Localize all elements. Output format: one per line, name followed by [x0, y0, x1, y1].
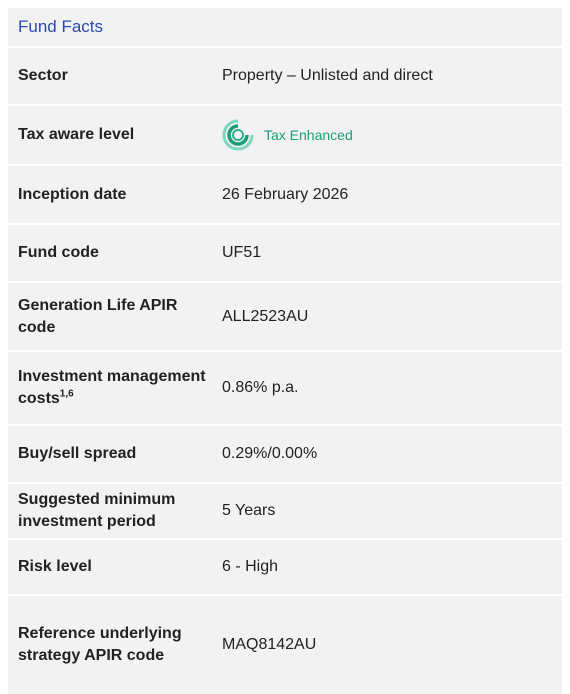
- row-value: 5 Years: [222, 500, 562, 522]
- value-text: ALL2523AU: [222, 307, 309, 325]
- row-label: Tax aware level: [8, 124, 222, 146]
- row-value: UF51: [222, 242, 562, 264]
- value-text: 0.86% p.a.: [222, 379, 299, 396]
- label-text: Risk level: [18, 558, 92, 575]
- table-row: Generation Life APIR code ALL2523AU: [8, 283, 562, 352]
- fund-facts: Fund Facts Sector Property – Unlisted and…: [8, 8, 562, 694]
- row-label: Investment management costs1,6: [8, 366, 222, 410]
- icon-arc: [227, 124, 249, 146]
- value-text: 6 - High: [222, 558, 279, 575]
- label-superscript: 1,6: [59, 388, 74, 400]
- row-value: 6 - High: [222, 556, 562, 578]
- table-row: Tax aware level Tax Enhanced: [8, 106, 562, 166]
- table-row: Sector Property – Unlisted and direct: [8, 48, 562, 106]
- label-text: Reference underlying strategy APIR code: [18, 625, 182, 664]
- label-text: Buy/sell spread: [18, 445, 137, 462]
- table-row: Reference underlying strategy APIR code M…: [8, 596, 562, 694]
- value-text: Property – Unlisted and direct: [222, 67, 433, 84]
- table-row: Buy/sell spread 0.29%/0.00%: [8, 426, 562, 484]
- row-label: Generation Life APIR code: [8, 295, 222, 339]
- value-text: MAQ8142AU: [222, 636, 317, 653]
- label-text: Suggested minimum investment period: [18, 491, 176, 530]
- label-text: Generation Life APIR code: [18, 296, 178, 336]
- label-text: Sector: [18, 67, 68, 84]
- row-value: Tax Enhanced: [222, 119, 562, 151]
- label-text: Investment management costs: [18, 368, 206, 407]
- row-value: 26 February 2026: [222, 184, 562, 206]
- row-label: Risk level: [8, 556, 222, 578]
- row-value: ALL2523AU: [222, 306, 562, 328]
- icon-arc: [222, 119, 254, 151]
- label-text: Fund code: [18, 244, 99, 261]
- table-row: Risk level 6 - High: [8, 540, 562, 596]
- icon-ring: [232, 129, 244, 141]
- value-text: 26 February 2026: [222, 185, 349, 203]
- row-value: Property – Unlisted and direct: [222, 65, 562, 87]
- value-text: 0.29%/0.00%: [222, 445, 318, 462]
- row-value: 0.86% p.a.: [222, 377, 562, 399]
- row-label: Sector: [8, 65, 222, 87]
- row-value: 0.29%/0.00%: [222, 443, 562, 465]
- table-row: Fund code UF51: [8, 225, 562, 283]
- row-label: Suggested minimum investment period: [8, 489, 222, 533]
- row-value: MAQ8142AU: [222, 634, 562, 656]
- label-text: Inception date: [18, 185, 127, 203]
- row-label: Buy/sell spread: [8, 443, 222, 465]
- row-label: Fund code: [8, 242, 222, 264]
- value-text: UF51: [222, 244, 262, 261]
- table: Sector Property – Unlisted and direct Tax …: [8, 48, 562, 694]
- label-text: Tax aware level: [18, 126, 135, 143]
- value-text: 5 Years: [222, 502, 276, 519]
- table-row: Suggested minimum investment period 5 Yea…: [8, 484, 562, 540]
- row-label: Inception date: [8, 184, 222, 206]
- row-label: Reference underlying strategy APIR code: [8, 623, 222, 667]
- header-title: Fund Facts: [8, 8, 562, 48]
- value-text: Tax Enhanced: [264, 127, 353, 143]
- table-row: Inception date 26 February 2026: [8, 166, 562, 225]
- table-row: Investment management costs1,6 0.86% p.a.: [8, 352, 562, 426]
- tax-icon: [222, 119, 254, 151]
- tax-badge: Tax Enhanced: [222, 119, 562, 151]
